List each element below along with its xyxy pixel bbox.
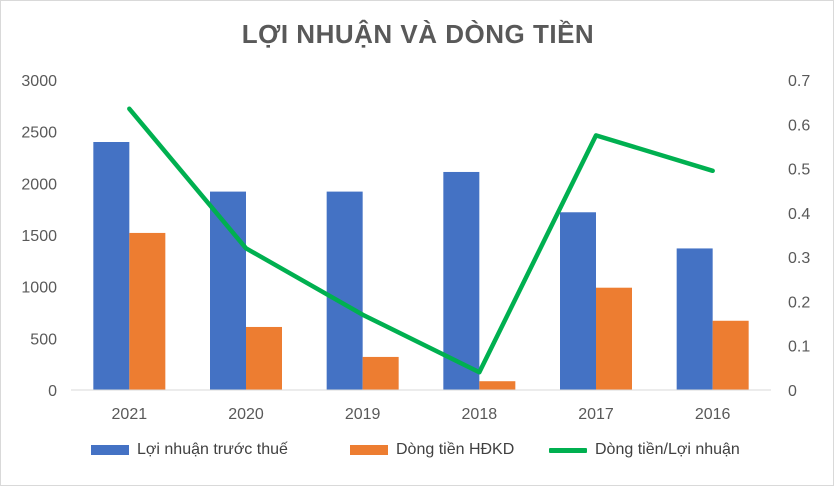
- left-tick-label: 1500: [21, 228, 57, 245]
- legend-item-cashflow: Dòng tiền HĐKD: [350, 441, 514, 459]
- left-tick-label: 0: [48, 383, 57, 400]
- right-tick-label: 0.1: [788, 339, 810, 356]
- bar-group: [93, 142, 748, 390]
- left-tick-label: 2000: [21, 176, 57, 193]
- legend-item-ratio: Dòng tiền/Lợi nhuận: [549, 441, 740, 459]
- right-tick-label: 0.7: [788, 73, 810, 90]
- right-tick-label: 0.4: [788, 206, 810, 223]
- left-tick-label: 500: [30, 331, 57, 348]
- legend: Lợi nhuận trước thuế Dòng tiền HĐKD Dòng…: [1, 441, 834, 471]
- legend-label-cashflow: Dòng tiền HĐKD: [396, 441, 514, 459]
- bar-cashflow-2018: [479, 381, 515, 390]
- bar-profit-2020: [210, 192, 246, 390]
- left-axis-ticks: 0 500 1000 1500 2000 2500 3000: [21, 73, 57, 400]
- bar-profit-2019: [327, 192, 363, 390]
- bar-profit-2016: [677, 248, 713, 390]
- bar-cashflow-2016: [713, 321, 749, 390]
- left-tick-label: 1000: [21, 280, 57, 297]
- x-tick-label: 2021: [112, 406, 148, 423]
- x-tick-label: 2020: [228, 406, 264, 423]
- bar-cashflow-2021: [129, 233, 165, 390]
- right-tick-label: 0: [788, 383, 797, 400]
- legend-swatch-cashflow: [350, 445, 388, 455]
- right-axis-ticks: 0 0.1 0.2 0.3 0.4 0.5 0.6 0.7: [788, 73, 810, 400]
- legend-label-ratio: Dòng tiền/Lợi nhuận: [595, 441, 740, 459]
- left-tick-label: 2500: [21, 125, 57, 142]
- right-tick-label: 0.3: [788, 250, 810, 267]
- right-tick-label: 0.6: [788, 117, 810, 134]
- legend-swatch-profit: [91, 445, 129, 455]
- legend-label-profit: Lợi nhuận trước thuế: [137, 441, 288, 459]
- legend-item-profit: Lợi nhuận trước thuế: [91, 441, 288, 459]
- right-tick-label: 0.2: [788, 294, 810, 311]
- bar-cashflow-2019: [363, 357, 399, 390]
- x-tick-label: 2016: [695, 406, 731, 423]
- x-axis-ticks: 2021 2020 2019 2018 2017 2016: [112, 406, 731, 423]
- x-tick-label: 2019: [345, 406, 381, 423]
- bar-cashflow-2017: [596, 288, 632, 390]
- legend-swatch-ratio: [549, 448, 587, 453]
- x-tick-label: 2017: [578, 406, 614, 423]
- x-tick-label: 2018: [462, 406, 498, 423]
- left-tick-label: 3000: [21, 73, 57, 90]
- right-tick-label: 0.5: [788, 162, 810, 179]
- bar-profit-2021: [93, 142, 129, 390]
- bar-profit-2017: [560, 212, 596, 390]
- bar-cashflow-2020: [246, 327, 282, 390]
